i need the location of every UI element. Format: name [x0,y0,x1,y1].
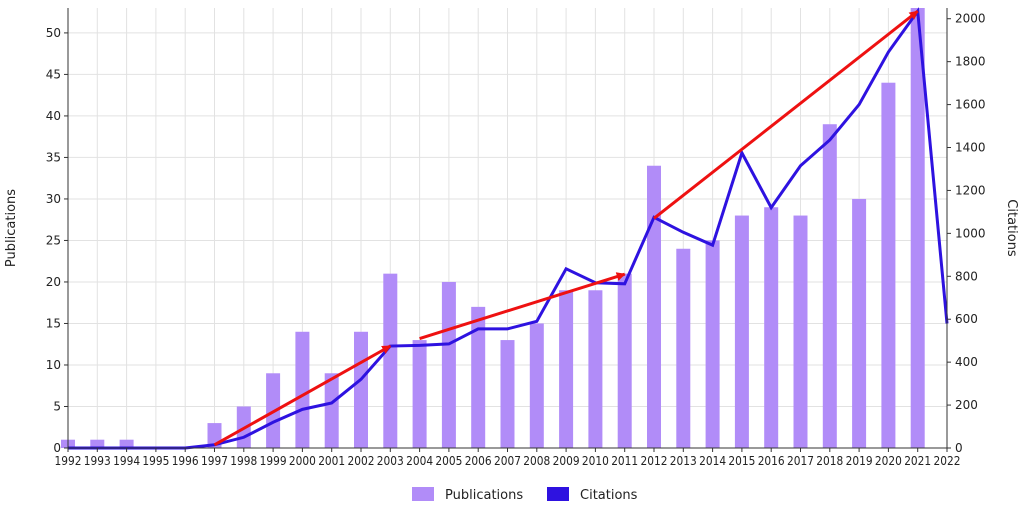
x-tick-label: 2013 [670,454,697,468]
y2-tick-label: 800 [955,269,978,283]
x-tick-label: 2001 [318,454,345,468]
bar-publications-2017 [793,215,808,448]
y2-tick-label: 0 [955,441,963,455]
x-tick-label: 1994 [113,454,140,468]
y2-tick-label: 1600 [955,98,986,112]
y-tick-label: 40 [46,109,61,123]
y-tick-label: 20 [46,275,61,289]
bar-publications-2014 [705,240,720,448]
publications-bars [61,8,925,449]
legend: Publications Citations [412,487,638,503]
x-tick-label: 2015 [728,454,755,468]
legend-citations-label: Citations [580,488,638,503]
x-tick-label: 2004 [406,454,433,468]
y2-tick-label: 1200 [955,183,986,197]
x-tick-label: 2007 [494,454,521,468]
x-tick-label: 2003 [377,454,404,468]
x-tick-label: 2009 [553,454,580,468]
y-tick-label: 5 [53,399,61,413]
bar-publications-2016 [764,207,779,448]
trend-arrow-3 [653,10,919,220]
x-tick-label: 1993 [84,454,111,468]
bar-publications-2008 [529,323,544,448]
bar-publications-2006 [471,306,486,448]
x-tick-label: 2020 [875,454,902,468]
bar-publications-2002 [354,331,368,448]
x-tick-label: 2010 [582,454,609,468]
bar-publications-2012 [647,165,661,449]
bar-publications-2000 [295,331,310,448]
x-tick-label: 1995 [142,454,169,468]
y-tick-label: 35 [46,150,61,164]
legend-citations-swatch [547,487,569,501]
bar-publications-2013 [676,248,691,448]
y2-axis-title: Citations [1004,199,1019,257]
y-tick-label: 10 [46,358,61,372]
y2-tick-label: 400 [955,355,978,369]
x-tick-label: 2011 [611,454,638,468]
bar-publications-2015 [734,215,749,448]
x-tick-label: 2006 [465,454,492,468]
y-tick-label: 0 [53,441,61,455]
bar-publications-2018 [822,124,837,449]
x-tick-label: 2018 [816,454,843,468]
x-tick-label: 2016 [758,454,785,468]
bar-publications-2001 [324,373,339,448]
bar-publications-2020 [881,82,896,448]
bar-publications-2011 [617,273,632,448]
y-tick-label: 25 [46,233,61,247]
y-tick-label: 15 [46,316,61,330]
y2-tick-label: 2000 [955,12,986,26]
x-tick-label: 2021 [904,454,931,468]
bar-publications-1993 [90,439,105,448]
x-tick-label: 1996 [172,454,199,468]
x-tick-label: 1998 [230,454,257,468]
bar-publications-2021 [910,8,925,448]
x-tick-label: 2002 [348,454,375,468]
y-tick-label: 45 [46,67,61,81]
x-tick-label: 2012 [641,454,668,468]
bar-publications-2010 [588,290,603,448]
x-tick-label: 2017 [787,454,814,468]
axes: 0 5 10 15 20 25 30 35 40 45 50 0 200 400 600 800 1000 120… [46,8,986,468]
y2-tick-label: 1800 [955,55,986,69]
y-tick-label: 50 [46,26,61,40]
trend-arrow-2 [419,272,626,340]
y2-tick-label: 600 [955,312,978,326]
bar-publications-2004 [412,340,427,448]
x-tick-label: 2022 [934,454,961,468]
x-tick-label: 2014 [699,454,726,468]
x-tick-label: 2008 [523,454,550,468]
y2-tick-label: 1000 [955,226,986,240]
x-tick-label: 2000 [289,454,316,468]
x-tick-label: 1992 [55,454,82,468]
trend-arrow-1 [213,344,392,447]
bar-publications-2005 [441,281,456,448]
y-tick-label: 30 [46,192,61,206]
bar-publications-1994 [119,439,134,448]
y2-tick-label: 200 [955,398,978,412]
x-tick-label: 2005 [435,454,462,468]
bar-publications-2019 [852,198,867,448]
trend-arrows [213,10,919,447]
x-tick-label: 2019 [846,454,873,468]
y2-tick-label: 1400 [955,141,986,155]
x-tick-label: 1999 [260,454,287,468]
x-tick-label: 1997 [201,454,228,468]
legend-publications-label: Publications [445,488,523,503]
bar-publications-2003 [383,273,398,448]
legend-publications-swatch [412,487,434,501]
bar-publications-2007 [500,340,515,448]
y-axis-title: Publications [4,189,19,267]
bar-publications-2009 [559,290,574,448]
